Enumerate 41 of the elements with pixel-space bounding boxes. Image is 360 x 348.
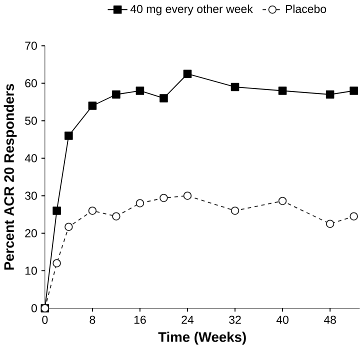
point [278, 86, 287, 95]
point [52, 258, 61, 268]
x-tick-label: 8 [90, 316, 96, 324]
point [112, 212, 120, 220]
point [160, 194, 168, 202]
point [326, 219, 334, 228]
point [350, 212, 358, 220]
x-tick-label: 24 [182, 316, 194, 324]
point [64, 131, 73, 140]
point [230, 206, 240, 215]
point [183, 191, 192, 200]
y-axis-title: Percent ACR 20 Responders [4, 84, 17, 270]
y-tick-label: 0 [31, 304, 37, 312]
x-axis-title: Time (Weeks) [158, 332, 246, 344]
point [230, 82, 240, 91]
point [183, 69, 192, 78]
y-tick-label: 10 [25, 266, 37, 275]
legend-label: Placebo [286, 4, 326, 13]
y-tick-label: 20 [25, 228, 37, 238]
point [136, 86, 144, 95]
point [136, 198, 144, 208]
point [160, 94, 168, 102]
legend-label: 40 mg every other week [130, 4, 253, 16]
x-tick-label: 0 [42, 316, 48, 324]
y-tick-label: 60 [25, 78, 37, 88]
point [350, 86, 358, 95]
point [88, 206, 97, 215]
x-tick-label: 32 [229, 316, 241, 324]
x-tick-label: 40 [276, 316, 288, 324]
point [278, 196, 287, 205]
point [326, 90, 334, 98]
y-tick-label: 70 [25, 41, 37, 50]
x-tick-label: 48 [324, 316, 336, 324]
y-tick-label: 50 [25, 116, 37, 125]
x-tick-label: 16 [134, 316, 146, 324]
point [88, 101, 97, 110]
y-tick-label: 30 [25, 191, 37, 200]
point [52, 206, 61, 215]
y-tick-label: 40 [24, 154, 37, 162]
point [112, 90, 120, 98]
point [64, 222, 73, 231]
